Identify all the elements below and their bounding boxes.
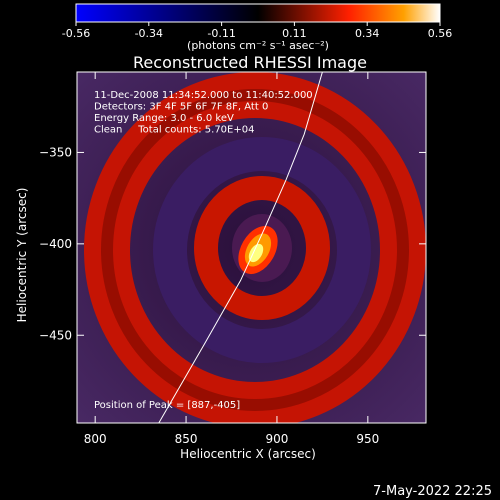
x-tick-label: 950 bbox=[356, 432, 379, 446]
colorbar-tick-label: 0.56 bbox=[428, 27, 453, 40]
chart-title: Reconstructed RHESSI Image bbox=[133, 53, 367, 72]
colorbar-tick-label: -0.56 bbox=[62, 27, 90, 40]
y-tick-label: −400 bbox=[39, 237, 72, 251]
colorbar-tick-label: -0.11 bbox=[207, 27, 235, 40]
peak-position-label: Position of Peak = [887,-405] bbox=[94, 400, 240, 411]
x-tick-label: 800 bbox=[84, 432, 107, 446]
solar-limb-line bbox=[158, 72, 323, 423]
annotation-block: 11-Dec-2008 11:34:52.000 to 11:40:52.000… bbox=[94, 90, 313, 136]
y-tick-label: −450 bbox=[39, 328, 72, 342]
footer-date: 7-May-2022 22:25 bbox=[373, 484, 492, 499]
y-tick-label: −350 bbox=[39, 145, 72, 159]
x-tick-label: 900 bbox=[265, 432, 288, 446]
heatmap-image bbox=[77, 72, 426, 423]
colorbar-tick-label: -0.34 bbox=[135, 27, 163, 40]
x-axis: 800 850 900 950 bbox=[84, 72, 379, 446]
colorbar-units: (photons cm⁻² s⁻¹ asec⁻²) bbox=[187, 39, 329, 52]
x-axis-label: Heliocentric X (arcsec) bbox=[180, 447, 316, 461]
colorbar-ticks: -0.56 -0.34 -0.11 0.11 0.34 0.56 bbox=[62, 22, 452, 40]
colorbar-tick-label: 0.11 bbox=[282, 27, 307, 40]
colorbar-tick-label: 0.34 bbox=[355, 27, 380, 40]
annotation-line: Clean Total counts: 5.70E+04 bbox=[94, 125, 254, 136]
y-axis-label: Heliocentric Y (arcsec) bbox=[15, 188, 29, 323]
annotation-line: Energy Range: 3.0 - 6.0 keV bbox=[94, 113, 234, 124]
x-tick-label: 850 bbox=[175, 432, 198, 446]
annotation-line: 11-Dec-2008 11:34:52.000 to 11:40:52.000 bbox=[94, 90, 313, 101]
colorbar bbox=[75, 3, 441, 23]
annotation-line: Detectors: 3F 4F 5F 6F 7F 8F, Att 0 bbox=[94, 102, 268, 113]
plot-frame bbox=[76, 71, 427, 424]
y-axis: −350 −400 −450 bbox=[39, 145, 426, 342]
